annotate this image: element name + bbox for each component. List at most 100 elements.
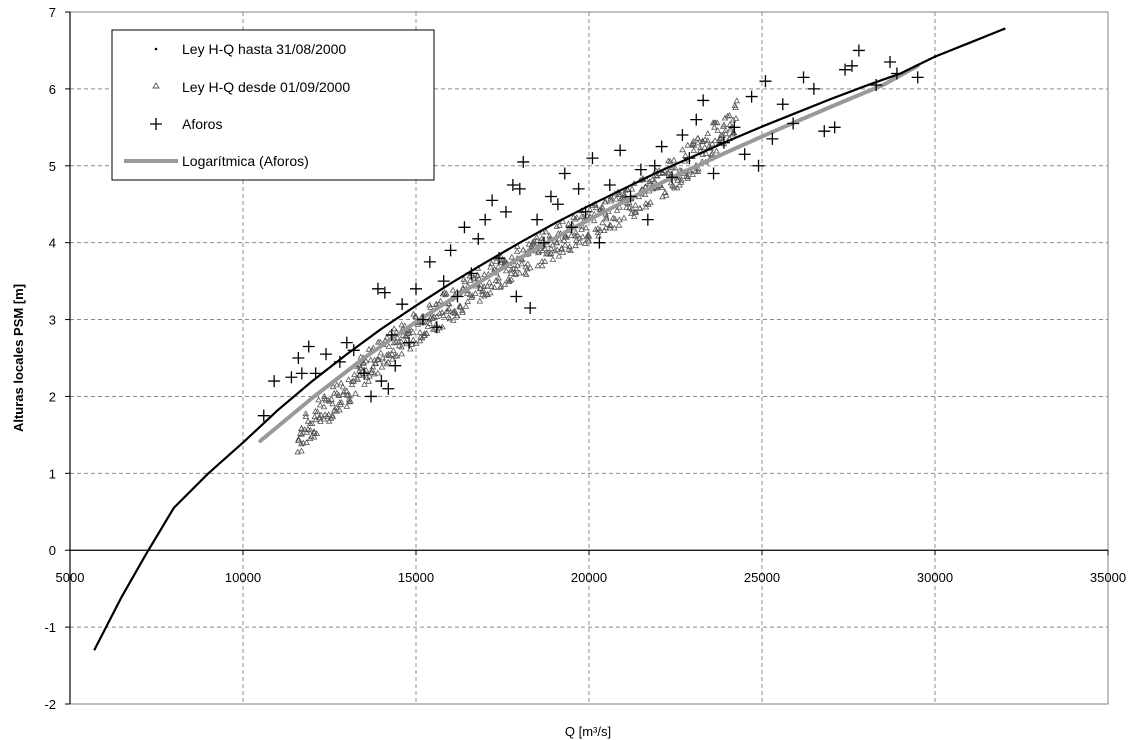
y-tick-label: 5 [49, 159, 56, 174]
plus-marker [845, 59, 858, 72]
dot-marker [1002, 27, 1006, 31]
plus-marker [302, 340, 315, 353]
plus-marker [745, 90, 758, 103]
plus-marker [403, 336, 416, 349]
plus-marker [268, 375, 281, 388]
plus-marker [416, 313, 429, 326]
plus-marker [347, 344, 360, 357]
plus-marker [738, 148, 751, 161]
plus-marker [375, 375, 388, 388]
plus-marker [807, 82, 820, 95]
plus-marker [759, 75, 772, 88]
series-aforos [257, 44, 924, 422]
plus-marker [634, 163, 647, 176]
dot-marker [968, 41, 971, 45]
y-tick-label: -1 [44, 620, 56, 635]
series-layer [93, 27, 1006, 651]
y-tick-label: 6 [49, 82, 56, 97]
plus-marker [911, 71, 924, 84]
plus-marker [465, 267, 478, 280]
plus-marker [538, 236, 551, 249]
y-axis-title: Alturas locales PSM [m] [11, 284, 26, 432]
plus-marker [513, 182, 526, 195]
plus-marker [579, 205, 592, 218]
x-tick-label: 20000 [571, 570, 607, 585]
legend-label-1: Ley H-Q desde 01/09/2000 [182, 79, 350, 95]
plus-marker [506, 179, 519, 191]
y-tick-label: 1 [49, 466, 56, 481]
plus-marker [389, 359, 402, 372]
plus-marker [697, 94, 710, 107]
y-tick-label: 2 [49, 389, 56, 404]
plus-marker [320, 348, 333, 361]
plus-marker [410, 282, 422, 295]
plus-marker [828, 121, 841, 134]
plus-marker [444, 244, 457, 257]
x-axis-title: Q [m³/s] [565, 724, 611, 739]
plus-marker [524, 302, 537, 315]
plus-marker [852, 44, 865, 57]
y-tick-label: -2 [44, 697, 56, 712]
plus-marker [510, 290, 523, 303]
plus-marker [839, 63, 852, 76]
legend-label-2: Aforos [182, 116, 222, 132]
plus-marker [766, 132, 779, 145]
plus-marker [437, 275, 450, 288]
plus-marker [683, 152, 696, 165]
legend-label-0: Ley H-Q hasta 31/08/2000 [182, 41, 346, 57]
plus-marker [257, 409, 270, 422]
y-tick-label: 7 [49, 5, 56, 20]
plus-marker [717, 136, 730, 149]
plus-marker [565, 221, 578, 234]
plus-marker [870, 79, 883, 92]
x-tick-label: 30000 [917, 570, 953, 585]
plus-marker [430, 321, 443, 334]
plus-marker [624, 190, 637, 203]
series-ley-hasta [93, 27, 1006, 651]
legend-marker-dot [154, 47, 158, 51]
plus-marker [378, 286, 391, 299]
plus-marker [499, 205, 512, 218]
plus-marker [593, 236, 606, 249]
plus-marker [690, 113, 703, 126]
plus-marker [371, 282, 384, 295]
plus-marker [776, 98, 789, 111]
plus-marker [572, 182, 585, 195]
dot-marker [933, 55, 937, 58]
plus-marker [614, 144, 627, 157]
y-tick-label: 4 [49, 236, 56, 251]
x-tick-label: 25000 [744, 570, 780, 585]
y-tick-label: 0 [49, 543, 56, 558]
plus-marker [423, 255, 436, 268]
plus-marker [517, 155, 530, 168]
legend-marker-triangle [152, 82, 160, 89]
plus-marker [603, 179, 616, 191]
plus-marker [309, 367, 322, 380]
plus-marker [486, 194, 499, 207]
plus-marker [458, 221, 471, 234]
x-tick-label: 10000 [225, 570, 261, 585]
x-tick-label: 5000 [56, 570, 85, 585]
series-logaritmica [258, 63, 920, 443]
legend-label-3: Logarítmica (Aforos) [182, 153, 309, 169]
plus-marker [531, 213, 544, 226]
plus-marker [396, 298, 409, 311]
x-tick-label: 35000 [1090, 570, 1126, 585]
plus-marker [544, 190, 557, 203]
y-tick-label: 3 [49, 313, 56, 328]
plus-marker [340, 336, 353, 349]
plus-marker [752, 159, 765, 172]
x-tick-label: 15000 [398, 570, 434, 585]
plus-marker [358, 367, 371, 380]
plus-marker [676, 129, 689, 142]
plus-marker [797, 71, 810, 84]
plus-marker [472, 232, 485, 245]
plus-marker [292, 352, 305, 364]
trendline-path [258, 63, 920, 443]
axes: 5000 10000 15000 20000 25000 30000 35000 -2 -1 0 1… [44, 5, 1126, 712]
plus-marker [655, 140, 668, 153]
plus-marker [385, 328, 398, 341]
plus-marker [648, 159, 661, 172]
plus-marker [333, 355, 346, 368]
